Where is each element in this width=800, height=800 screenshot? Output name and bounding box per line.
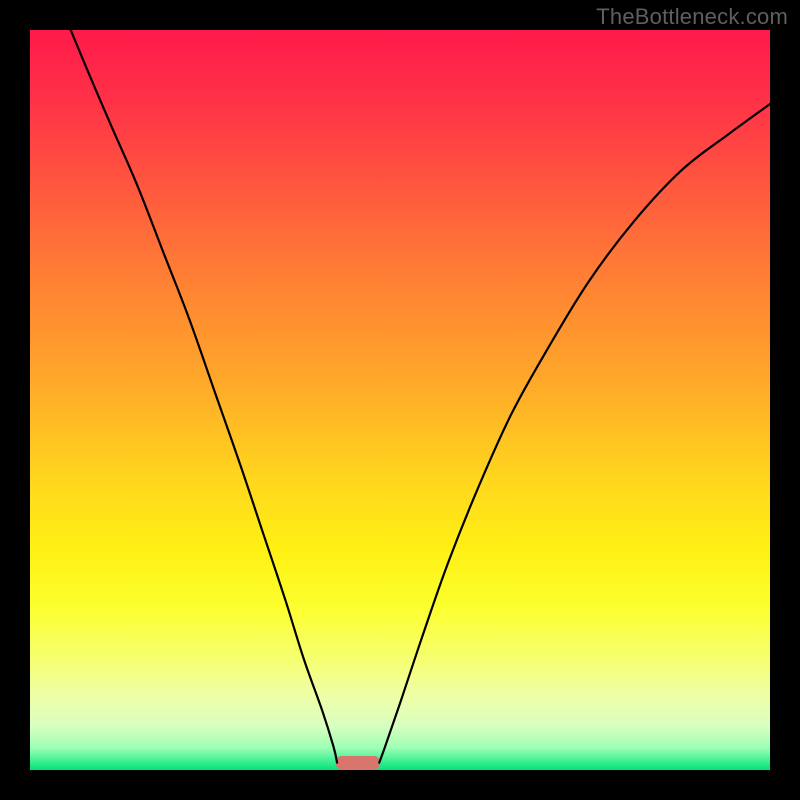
watermark-text: TheBottleneck.com <box>596 4 788 30</box>
chart-canvas: TheBottleneck.com <box>0 0 800 800</box>
gradient-background <box>30 30 770 770</box>
bottleneck-curve-chart <box>0 0 800 800</box>
optimal-marker <box>336 756 380 769</box>
